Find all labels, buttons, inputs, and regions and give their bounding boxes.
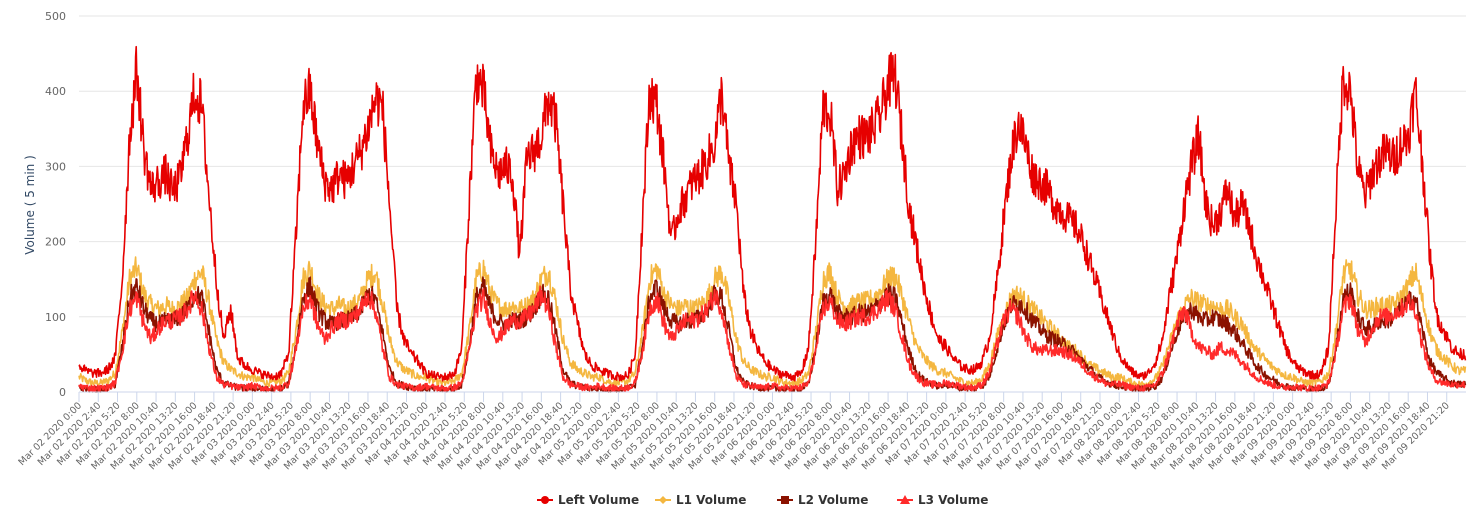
- series-line-l3: [78, 285, 1466, 393]
- y-tick-label: 500: [45, 10, 66, 23]
- series-line-l2: [78, 276, 1467, 393]
- y-tick-label: 400: [45, 85, 66, 98]
- square-marker-icon: [781, 496, 789, 504]
- diamond-marker-icon: [659, 496, 667, 504]
- y-tick-label: 0: [59, 386, 66, 399]
- y-axis-ticks: 0 100 200 300 400 500: [45, 10, 66, 399]
- circle-marker-icon: [541, 496, 549, 504]
- y-tick-label: 200: [45, 236, 66, 249]
- legend-item-l3[interactable]: L3 Volume: [897, 493, 988, 507]
- series-lines: [78, 45, 1467, 393]
- legend: Left Volume L1 Volume L2 Volume L3 Volume: [537, 493, 988, 507]
- legend-label: Left Volume: [558, 493, 639, 507]
- legend-item-left[interactable]: Left Volume: [537, 493, 639, 507]
- y-tick-label: 300: [45, 160, 66, 173]
- legend-item-l2[interactable]: L2 Volume: [777, 493, 868, 507]
- y-tick-label: 100: [45, 311, 66, 324]
- series-line-left: [78, 45, 1467, 382]
- legend-label: L3 Volume: [918, 493, 988, 507]
- series-line-l1: [78, 256, 1467, 388]
- legend-label: L1 Volume: [676, 493, 746, 507]
- legend-item-l1[interactable]: L1 Volume: [655, 493, 746, 507]
- grid-lines: [79, 15, 1466, 393]
- y-axis-title: Volume ( 5 min ): [23, 155, 37, 255]
- triangle-marker-icon: [900, 495, 910, 504]
- legend-label: L2 Volume: [798, 493, 868, 507]
